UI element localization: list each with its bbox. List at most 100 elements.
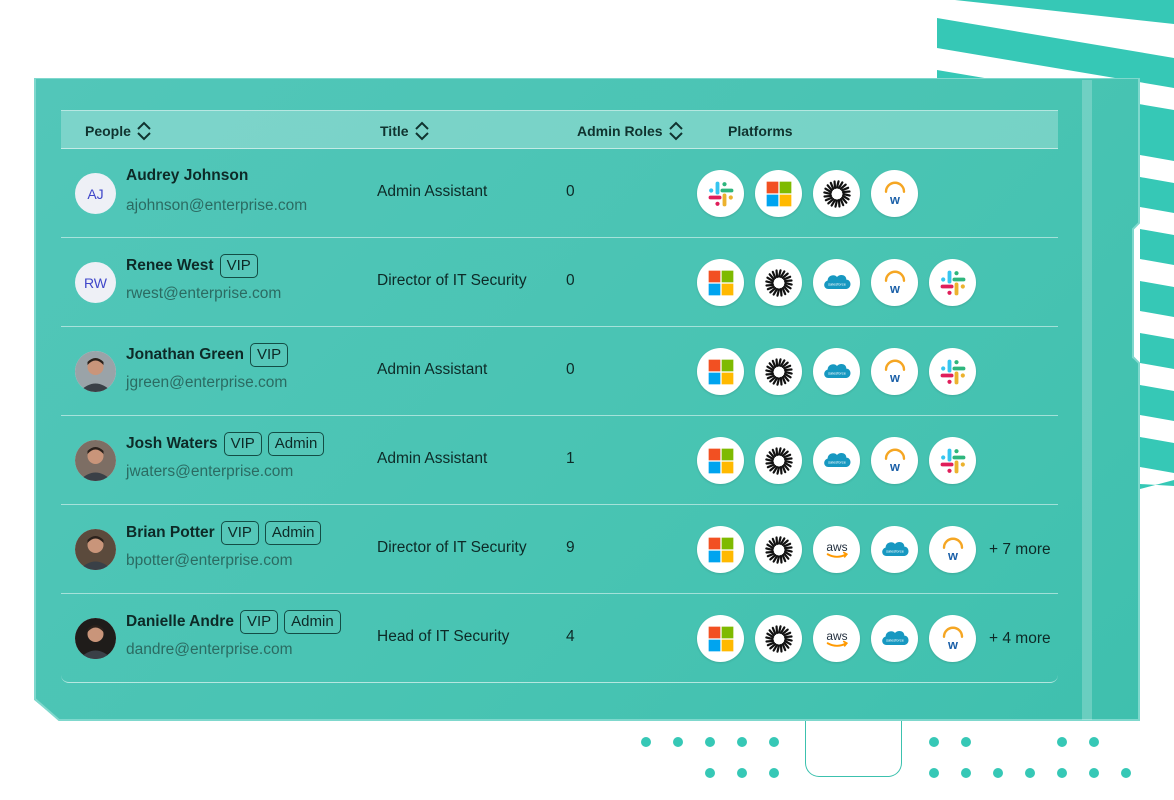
person-name[interactable]: Audrey Johnson xyxy=(126,167,249,184)
person-name-line: Brian Potter VIP Admin xyxy=(126,521,322,545)
sort-icon[interactable] xyxy=(136,120,152,142)
microsoft-icon[interactable] xyxy=(697,348,744,395)
table-row[interactable]: Jonathan Green VIP jgreen@enterprise.com Ad… xyxy=(61,327,1058,416)
vip-badge: VIP xyxy=(223,432,262,456)
people-table: People Title Admin Roles Platforms AJ Aud… xyxy=(61,110,1058,683)
decorative-dot xyxy=(961,737,971,747)
slack-icon[interactable] xyxy=(929,348,976,395)
person-email: rwest@enterprise.com xyxy=(126,285,282,302)
table-row[interactable]: Josh Waters VIP Admin jwaters@enterprise.co… xyxy=(61,416,1058,505)
microsoft-icon[interactable] xyxy=(697,437,744,484)
workday-icon[interactable]: w xyxy=(929,526,976,573)
salesforce-icon[interactable]: salesforce xyxy=(813,437,860,484)
table-body: AJ Audrey Johnson ajohnson@enterprise.com A… xyxy=(61,149,1058,683)
workday-icon[interactable]: w xyxy=(871,348,918,395)
more-platforms-link[interactable]: + 7 more xyxy=(989,540,1051,558)
sort-icon[interactable] xyxy=(668,120,684,142)
svg-text:salesforce: salesforce xyxy=(828,459,846,464)
okta-icon[interactable] xyxy=(755,259,802,306)
okta-icon[interactable] xyxy=(755,348,802,395)
decorative-dot xyxy=(1089,768,1099,778)
slack-icon[interactable] xyxy=(929,259,976,306)
admin-roles-count: 9 xyxy=(566,539,575,556)
platforms-list: w xyxy=(697,170,918,217)
okta-icon[interactable] xyxy=(755,437,802,484)
avatar xyxy=(75,440,116,481)
header-title[interactable]: Title xyxy=(380,111,430,150)
decorative-dot xyxy=(929,737,939,747)
header-people[interactable]: People xyxy=(85,111,152,150)
okta-icon[interactable] xyxy=(755,615,802,662)
workday-icon[interactable]: w xyxy=(929,615,976,662)
microsoft-icon[interactable] xyxy=(697,526,744,573)
admin-roles-count: 1 xyxy=(566,450,575,467)
avatar xyxy=(75,618,116,659)
person-email: jwaters@enterprise.com xyxy=(126,463,294,480)
aws-icon[interactable]: aws xyxy=(813,526,860,573)
person-title: Admin Assistant xyxy=(377,361,488,378)
decorative-dot xyxy=(1057,768,1067,778)
person-title: Director of IT Security xyxy=(377,539,527,556)
person-title: Head of IT Security xyxy=(377,628,510,645)
header-admin-roles[interactable]: Admin Roles xyxy=(577,111,684,150)
admin-badge: Admin xyxy=(264,521,322,545)
workday-icon[interactable]: w xyxy=(871,170,918,217)
decorative-dot xyxy=(641,737,651,747)
svg-text:w: w xyxy=(947,636,958,651)
svg-text:w: w xyxy=(889,458,900,473)
admin-badge: Admin xyxy=(267,432,325,456)
admin-roles-count: 4 xyxy=(566,628,575,645)
table-row[interactable]: RW Renee West VIP rwest@enterprise.com Direc… xyxy=(61,238,1058,327)
vip-badge: VIP xyxy=(239,610,279,634)
person-name[interactable]: Brian Potter xyxy=(126,524,215,541)
person-title: Admin Assistant xyxy=(377,183,488,200)
salesforce-icon[interactable]: salesforce xyxy=(871,615,918,662)
person-title: Admin Assistant xyxy=(377,450,488,467)
slack-icon[interactable] xyxy=(929,437,976,484)
svg-text:w: w xyxy=(889,191,900,206)
platforms-list: salesforce w xyxy=(697,437,976,484)
person-name[interactable]: Danielle Andre xyxy=(126,613,234,630)
person-name-line: Danielle Andre VIP Admin xyxy=(126,610,341,634)
table-row[interactable]: Danielle Andre VIP Admin dandre@enterprise.… xyxy=(61,594,1058,683)
table-row[interactable]: AJ Audrey Johnson ajohnson@enterprise.com A… xyxy=(61,149,1058,238)
microsoft-icon[interactable] xyxy=(697,615,744,662)
decorative-dot xyxy=(737,737,747,747)
avatar-initials: AJ xyxy=(87,185,104,202)
admin-roles-count: 0 xyxy=(566,183,575,200)
slack-icon[interactable] xyxy=(697,170,744,217)
decorative-tab xyxy=(805,715,902,777)
svg-text:w: w xyxy=(889,280,900,295)
more-platforms-link[interactable]: + 4 more xyxy=(989,629,1051,647)
salesforce-icon[interactable]: salesforce xyxy=(871,526,918,573)
person-name[interactable]: Jonathan Green xyxy=(126,346,244,363)
sort-icon[interactable] xyxy=(414,120,430,142)
avatar-initials: RW xyxy=(83,274,108,291)
person-name-line: Josh Waters VIP Admin xyxy=(126,432,325,456)
workday-icon[interactable]: w xyxy=(871,437,918,484)
header-platforms-label: Platforms xyxy=(728,122,793,139)
okta-icon[interactable] xyxy=(813,170,860,217)
table-row[interactable]: Brian Potter VIP Admin bpotter@enterprise.c… xyxy=(61,505,1058,594)
salesforce-icon[interactable]: salesforce xyxy=(813,259,860,306)
svg-text:salesforce: salesforce xyxy=(886,637,904,642)
platforms-list: salesforce w xyxy=(697,259,976,306)
person-title: Director of IT Security xyxy=(377,272,527,289)
salesforce-icon[interactable]: salesforce xyxy=(813,348,860,395)
okta-icon[interactable] xyxy=(755,526,802,573)
decorative-dot xyxy=(1089,737,1099,747)
decorative-dot xyxy=(1057,737,1067,747)
platforms-list: aws salesforce w + 7 more xyxy=(697,526,1051,573)
person-name[interactable]: Josh Waters xyxy=(126,435,218,452)
admin-roles-count: 0 xyxy=(566,272,575,289)
table-header: People Title Admin Roles Platforms xyxy=(61,110,1058,149)
microsoft-icon[interactable] xyxy=(697,259,744,306)
aws-icon[interactable]: aws xyxy=(813,615,860,662)
workday-icon[interactable]: w xyxy=(871,259,918,306)
person-name[interactable]: Renee West xyxy=(126,257,214,274)
microsoft-icon[interactable] xyxy=(755,170,802,217)
header-admin-roles-label: Admin Roles xyxy=(577,122,663,139)
decorative-dot xyxy=(1025,768,1035,778)
avatar: RW xyxy=(75,262,116,303)
decorative-dot xyxy=(1121,768,1131,778)
